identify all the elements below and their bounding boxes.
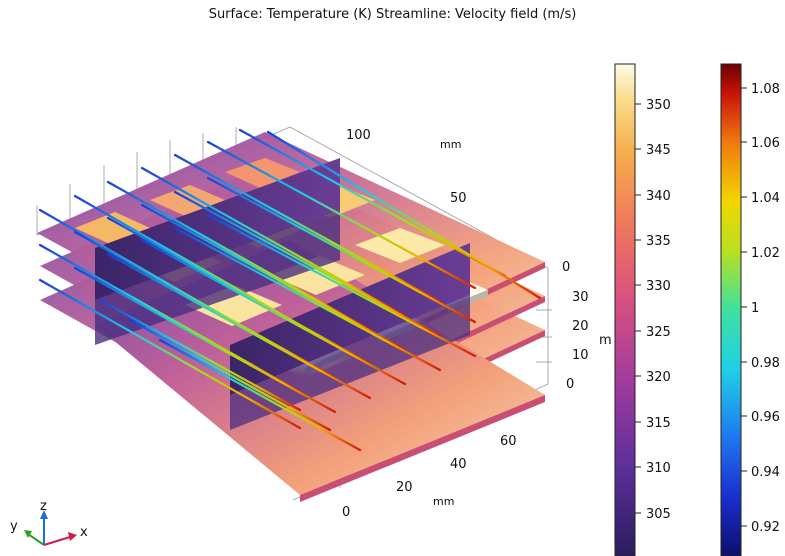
vel-tick-1.02: 1.02 [751,246,780,261]
z-tick-20: 20 [572,319,589,334]
temp-tick-320: 320 [646,370,671,385]
temp-tick-315: 315 [646,416,671,431]
vel-tick-1.08: 1.08 [751,82,780,97]
streamlines [38,128,542,452]
x-tick-0: 0 [342,505,350,520]
temp-tick-310: 310 [646,461,671,476]
plot-title: Surface: Temperature (K) Streamline: Vel… [208,7,577,22]
y-tick-50: 50 [450,191,467,206]
x-tick-20: 20 [396,480,413,495]
vel-tick-0.98: 0.98 [751,356,780,371]
x-tick-60: 60 [500,434,517,449]
vel-tick-0.96: 0.96 [751,410,780,425]
temperature-colorbar: 350 345 340 335 330 325 320 315 310 305 [614,63,671,556]
axis-labels: 100 mm 50 0 30 20 10 0 m 60 40 mm 20 0 [342,128,612,520]
y-tick-0: 0 [562,260,570,275]
z-tick-30: 30 [572,290,589,305]
temp-tick-305: 305 [646,507,671,522]
vel-tick-1.04: 1.04 [751,191,780,206]
y-tick-100: 100 [346,128,371,143]
vel-tick-1.06: 1.06 [751,136,780,151]
temp-tick-345: 345 [646,143,671,158]
temp-tick-350: 350 [646,98,671,113]
axis-triad: z x y [10,499,88,546]
z-tick-10: 10 [572,348,589,363]
x-axis-unit: mm [433,495,454,508]
temp-tick-330: 330 [646,279,671,294]
velocity-colorbar: 1.08 1.06 1.04 1.02 1 0.98 0.96 0.94 0.9… [720,63,780,556]
vel-tick-1: 1 [751,301,759,316]
z-tick-0: 0 [566,377,574,392]
triad-z-label: z [40,499,47,514]
temp-tick-325: 325 [646,325,671,340]
temperature-colorbar-ticks [635,103,641,514]
velocity-colorbar-ticks [741,87,747,527]
y-axis-unit: mm [440,138,461,151]
triad-y-label: y [10,519,18,534]
triad-x-label: x [80,525,88,540]
vel-tick-0.92: 0.92 [751,520,780,535]
vel-tick-0.94: 0.94 [751,465,780,480]
temp-tick-335: 335 [646,234,671,249]
temp-tick-340: 340 [646,189,671,204]
x-tick-40: 40 [450,457,467,472]
z-axis-unit: m [599,333,612,348]
